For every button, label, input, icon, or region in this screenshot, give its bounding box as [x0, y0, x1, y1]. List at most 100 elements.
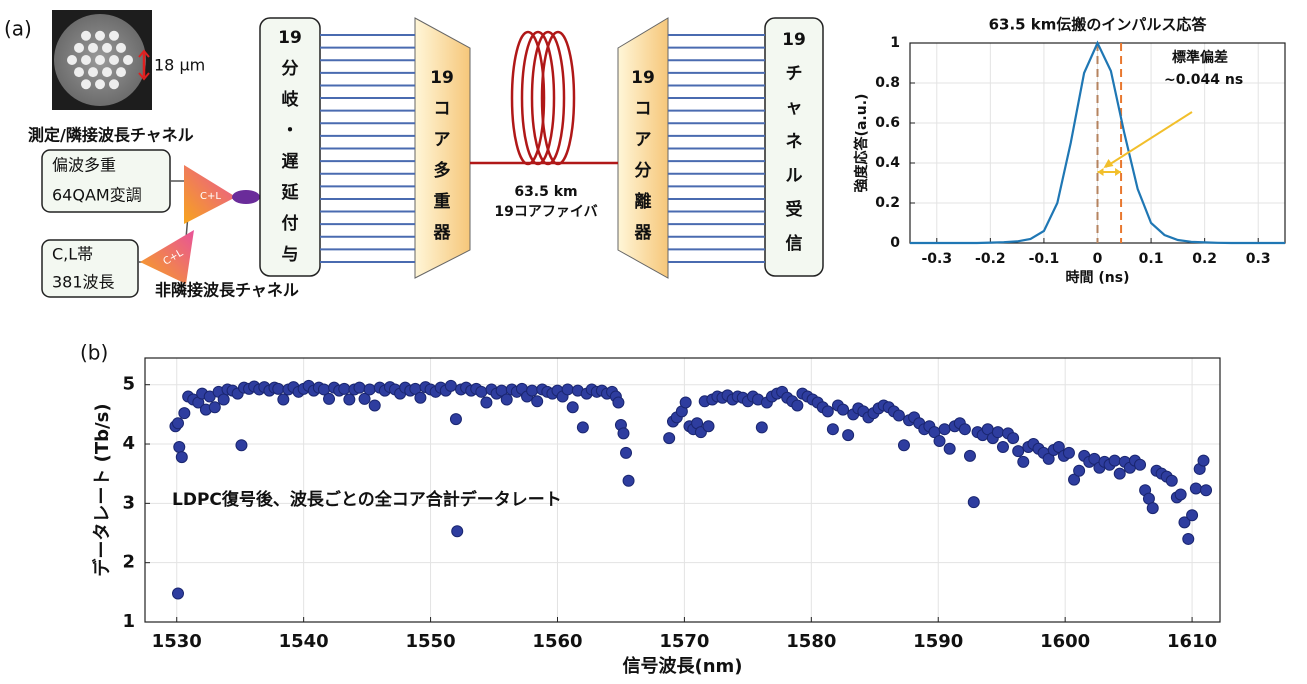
core — [109, 31, 119, 41]
x-tick-label: 1590 — [913, 631, 963, 652]
box-text: C,L帯 — [52, 245, 93, 264]
x-tick-label: 1560 — [532, 631, 582, 652]
fiber-coil — [512, 32, 574, 164]
coil-loop — [512, 32, 544, 164]
point — [992, 427, 1003, 438]
point — [1175, 489, 1186, 500]
vertical-text: ア — [635, 130, 652, 150]
point — [527, 385, 538, 396]
x-tick-label: 0.1 — [1139, 251, 1164, 267]
x-tick-label: 1570 — [659, 631, 709, 652]
non-adjacent-channel: 非隣接波長チャネル — [155, 281, 299, 300]
core — [88, 67, 98, 77]
x-tick-label: 0.2 — [1192, 251, 1217, 267]
point — [532, 396, 543, 407]
coil-loop — [542, 32, 574, 164]
point — [838, 404, 849, 415]
x-tick-label: -0.1 — [1029, 251, 1060, 267]
core — [67, 55, 77, 65]
box-text: 偏波多重 — [52, 156, 116, 175]
core-pitch: 18 μm — [154, 56, 205, 75]
point — [1147, 503, 1158, 514]
core — [95, 31, 105, 41]
vertical-text: ル — [786, 166, 803, 186]
x-tick-label: 0 — [1093, 251, 1103, 267]
vertical-text: 19 — [430, 68, 454, 88]
point — [567, 402, 578, 413]
point — [613, 397, 624, 408]
coupler — [232, 190, 260, 204]
y-tick-label: 3 — [122, 492, 135, 513]
x-tick-label: 1530 — [152, 631, 202, 652]
core — [116, 43, 126, 53]
fiber-type: 19コアファイバ — [494, 204, 597, 220]
vertical-text: 分 — [635, 161, 652, 181]
vertical-text: 器 — [634, 223, 653, 243]
point — [997, 441, 1008, 452]
x-tick-label: -0.2 — [975, 251, 1006, 267]
point — [1198, 455, 1209, 466]
annotation: 標準偏差 — [1172, 49, 1228, 66]
panel-label: (a) — [4, 17, 32, 41]
vertical-text: 離 — [635, 191, 652, 212]
point — [452, 526, 463, 537]
annotation: ~0.044 ns — [1164, 72, 1243, 88]
x-axis-label: 信号波長(nm) — [622, 655, 742, 677]
y-axis-label: データレート (Tb/s) — [91, 403, 113, 576]
core — [123, 55, 133, 65]
x-tick-label: -0.3 — [921, 251, 952, 267]
vertical-text: 受 — [786, 199, 803, 220]
vertical-text: 19 — [631, 68, 655, 88]
vertical-text: 19 — [782, 30, 806, 50]
point — [1183, 533, 1194, 544]
point — [174, 441, 185, 452]
vertical-text: チ — [786, 64, 803, 84]
y-tick-label: 2 — [122, 552, 135, 573]
box-text: 64QAM変調 — [52, 186, 142, 205]
x-tick-label: 0.3 — [1246, 251, 1271, 267]
point — [339, 383, 350, 394]
vertical-text: 延 — [281, 182, 300, 203]
x-tick-label: 1610 — [1167, 631, 1217, 652]
point — [618, 428, 629, 439]
x-tick-label: 1540 — [279, 631, 329, 652]
core — [116, 67, 126, 77]
figure: (a) 18 μm 測定/隣接波長チャネル 偏波多重 64QAM変調 C,L帯 … — [0, 0, 1307, 684]
core — [74, 43, 84, 53]
point — [680, 397, 691, 408]
fiber-length: 63.5 km — [514, 184, 577, 200]
splitter-box — [260, 18, 320, 276]
vertical-text: 遅 — [282, 152, 299, 172]
point — [792, 400, 803, 411]
vertical-text: 重 — [434, 191, 451, 212]
core — [81, 79, 91, 89]
point — [1109, 455, 1120, 466]
point — [415, 392, 426, 403]
point — [934, 436, 945, 447]
core — [88, 43, 98, 53]
y-tick-label: 0 — [890, 235, 900, 251]
x-tick-label: 1600 — [1040, 631, 1090, 652]
point — [450, 414, 461, 425]
point — [843, 430, 854, 441]
point — [369, 400, 380, 411]
point — [179, 408, 190, 419]
point — [1201, 485, 1212, 496]
point — [1074, 465, 1085, 476]
y-tick-label: 0.8 — [875, 75, 900, 91]
vertical-text: 付 — [282, 213, 299, 234]
point — [1190, 483, 1201, 494]
y-tick-label: 5 — [122, 374, 135, 395]
vertical-text: 信 — [786, 233, 803, 254]
vertical-text: ア — [434, 130, 451, 150]
point — [959, 424, 970, 435]
point — [562, 384, 573, 395]
point — [481, 397, 492, 408]
point — [172, 588, 183, 599]
point — [344, 394, 355, 405]
point — [218, 394, 229, 405]
annotation: LDPC復号後、波長ごとの全コア合計データレート — [172, 489, 562, 510]
core — [74, 67, 84, 77]
vertical-text: ・ — [282, 121, 299, 141]
point — [756, 422, 767, 433]
